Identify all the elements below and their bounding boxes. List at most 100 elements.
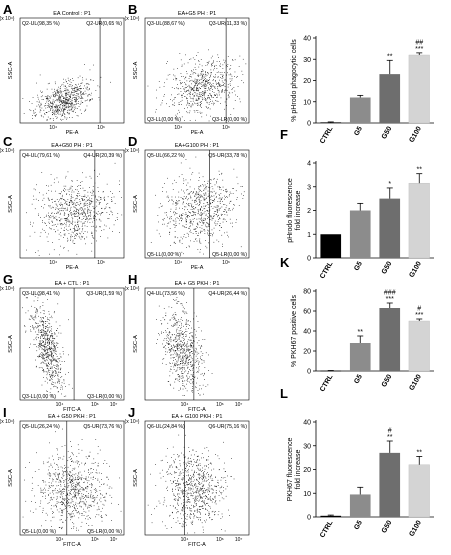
event-dot <box>101 77 102 78</box>
event-dot <box>64 481 65 482</box>
event-dot <box>191 107 192 108</box>
event-dot <box>50 474 51 475</box>
event-dot <box>198 98 199 99</box>
event-dot <box>197 89 198 90</box>
event-dot <box>71 207 72 208</box>
event-dot <box>79 106 80 107</box>
event-dot <box>184 342 185 343</box>
event-dot <box>64 105 65 106</box>
event-dot <box>70 96 71 97</box>
event-dot <box>80 472 81 473</box>
event-dot <box>69 194 70 195</box>
event-dot <box>87 458 88 459</box>
event-dot <box>178 348 179 349</box>
event-dot <box>56 322 57 323</box>
event-dot <box>181 340 182 341</box>
event-dot <box>192 211 193 212</box>
event-dot <box>78 211 79 212</box>
event-dot <box>42 362 43 363</box>
event-dot <box>66 99 67 100</box>
event-dot <box>167 217 168 218</box>
event-dot <box>50 392 51 393</box>
event-dot <box>60 108 61 109</box>
event-dot <box>74 88 75 89</box>
event-dot <box>88 192 89 193</box>
event-dot <box>172 101 173 102</box>
event-dot <box>60 219 61 220</box>
event-dot <box>197 96 198 97</box>
event-dot <box>74 192 75 193</box>
event-dot <box>35 109 36 110</box>
event-dot <box>62 196 63 197</box>
event-dot <box>67 92 68 93</box>
event-dot <box>39 101 40 102</box>
y-exponent: (x 10⁴) <box>0 16 15 22</box>
event-dot <box>162 191 163 192</box>
event-dot <box>57 375 58 376</box>
event-dot <box>51 360 52 361</box>
event-dot <box>79 464 80 465</box>
event-dot <box>175 314 176 315</box>
event-dot <box>177 364 178 365</box>
event-dot <box>209 121 210 122</box>
event-dot <box>61 486 62 487</box>
event-dot <box>58 475 59 476</box>
event-dot <box>230 201 231 202</box>
event-dot <box>193 233 194 234</box>
event-dot <box>182 66 183 67</box>
event-dot <box>75 468 76 469</box>
event-dot <box>54 345 55 346</box>
event-dot <box>56 345 57 346</box>
event-dot <box>83 94 84 95</box>
event-dot <box>72 103 73 104</box>
event-dot <box>82 522 83 523</box>
event-dot <box>201 191 202 192</box>
event-dot <box>76 211 77 212</box>
event-dot <box>206 115 207 116</box>
event-dot <box>47 348 48 349</box>
event-dot <box>203 532 204 533</box>
event-dot <box>71 485 72 486</box>
event-dot <box>195 239 196 240</box>
event-dot <box>199 189 200 190</box>
event-dot <box>72 513 73 514</box>
event-dot <box>209 93 210 94</box>
event-dot <box>222 85 223 86</box>
event-dot <box>59 96 60 97</box>
event-dot <box>82 94 83 95</box>
event-dot <box>207 248 208 249</box>
event-dot <box>211 180 212 181</box>
event-dot <box>198 235 199 236</box>
event-dot <box>53 386 54 387</box>
event-dot <box>50 493 51 494</box>
event-dot <box>51 509 52 510</box>
event-dot <box>87 205 88 206</box>
event-dot <box>52 371 53 372</box>
event-dot <box>52 343 53 344</box>
event-dot <box>189 333 190 334</box>
event-dot <box>58 87 59 88</box>
event-dot <box>68 107 69 108</box>
event-dot <box>206 85 207 86</box>
event-dot <box>75 477 76 478</box>
event-dot <box>178 376 179 377</box>
event-dot <box>210 116 211 117</box>
event-dot <box>182 239 183 240</box>
event-dot <box>217 224 218 225</box>
event-dot <box>71 197 72 198</box>
event-dot <box>34 317 35 318</box>
event-dot <box>66 96 67 97</box>
event-dot <box>69 204 70 205</box>
event-dot <box>48 494 49 495</box>
event-dot <box>187 233 188 234</box>
event-dot <box>195 84 196 85</box>
event-dot <box>186 323 187 324</box>
event-dot <box>78 230 79 231</box>
event-dot <box>88 199 89 200</box>
event-dot <box>71 212 72 213</box>
event-dot <box>109 228 110 229</box>
event-dot <box>186 358 187 359</box>
event-dot <box>73 493 74 494</box>
event-dot <box>98 86 99 87</box>
event-dot <box>72 476 73 477</box>
